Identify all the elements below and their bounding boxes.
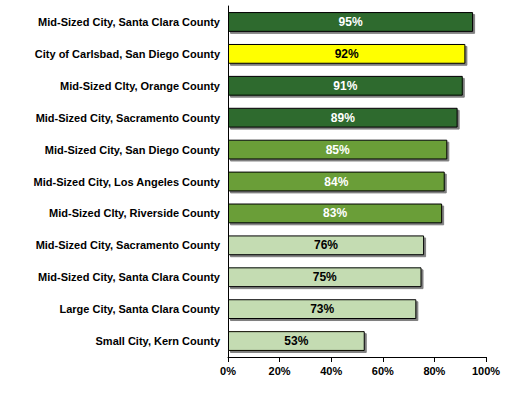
svg-text:85%: 85% bbox=[326, 143, 350, 157]
svg-text:91%: 91% bbox=[333, 79, 357, 93]
svg-text:73%: 73% bbox=[310, 302, 334, 316]
svg-text:84%: 84% bbox=[324, 175, 348, 189]
svg-text:Mid-Sized City, Sacramento Cou: Mid-Sized City, Sacramento County bbox=[36, 112, 221, 124]
svg-text:95%: 95% bbox=[339, 15, 363, 29]
svg-text:92%: 92% bbox=[335, 47, 359, 61]
svg-text:Mid-Sized Clty, Orange County: Mid-Sized Clty, Orange County bbox=[60, 80, 221, 92]
svg-text:Mid-Sized City, Sacramento Cou: Mid-Sized City, Sacramento County bbox=[36, 239, 221, 251]
svg-text:89%: 89% bbox=[331, 111, 355, 125]
svg-text:Mid-Sized City, Santa Clara Co: Mid-Sized City, Santa Clara County bbox=[38, 271, 221, 283]
svg-text:20%: 20% bbox=[269, 365, 291, 377]
svg-text:Mid-Sized City, Los Angeles Co: Mid-Sized City, Los Angeles County bbox=[34, 176, 221, 188]
svg-text:75%: 75% bbox=[313, 270, 337, 284]
svg-text:Mid-Sized Clty, Riverside Coun: Mid-Sized Clty, Riverside County bbox=[49, 207, 221, 219]
svg-text:80%: 80% bbox=[423, 365, 445, 377]
svg-text:Small City, Kern County: Small City, Kern County bbox=[96, 335, 221, 347]
svg-text:76%: 76% bbox=[314, 238, 338, 252]
svg-text:40%: 40% bbox=[320, 365, 342, 377]
svg-text:Mid-Sized City, Santa Clara Co: Mid-Sized City, Santa Clara County bbox=[38, 16, 221, 28]
svg-text:53%: 53% bbox=[284, 334, 308, 348]
svg-text:City of Carlsbad, San Diego Co: City of Carlsbad, San Diego County bbox=[35, 48, 221, 60]
svg-text:Large City, Santa Clara County: Large City, Santa Clara County bbox=[59, 303, 220, 315]
svg-text:100%: 100% bbox=[472, 365, 500, 377]
svg-text:Mid-Sized City, San Diego Coun: Mid-Sized City, San Diego County bbox=[45, 144, 221, 156]
svg-text:0%: 0% bbox=[220, 365, 236, 377]
svg-text:83%: 83% bbox=[323, 206, 347, 220]
svg-text:60%: 60% bbox=[372, 365, 394, 377]
